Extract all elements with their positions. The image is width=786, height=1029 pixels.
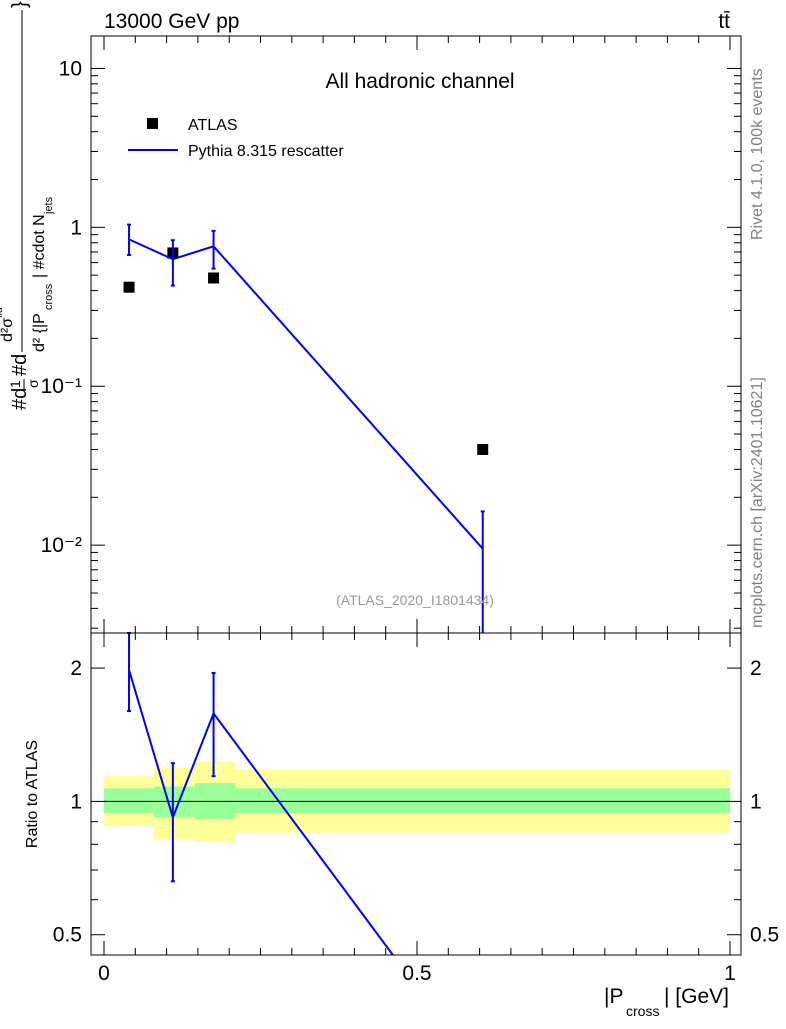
energy-label: 13000 GeV pp: [104, 10, 239, 33]
atlas-data-point: [208, 272, 220, 284]
mcplots-label: mcplots.cern.ch [arXiv:2401.10621]: [749, 377, 766, 628]
svg-text:| [GeV]: | [GeV]: [664, 985, 729, 1008]
main-y-tick-label: 10⁻²: [41, 534, 82, 557]
ratio-inner-band: [235, 788, 730, 814]
ratio-y-tick-label: 1: [70, 790, 82, 813]
atlas-data-point: [123, 281, 135, 293]
ratio-y-tick-label-right: 0.5: [750, 924, 779, 947]
ratio-pythia-line: [128, 669, 394, 956]
ratio-inner-band: [104, 788, 155, 814]
svg-text:jets: jets: [43, 196, 55, 215]
main-y-tick-label: 10: [59, 57, 82, 80]
x-tick-label: 1: [724, 962, 736, 985]
legend-marker-atlas: [147, 118, 158, 129]
svg-text:| #cdot N: | #cdot N: [31, 214, 48, 278]
svg-text:fid: fid: [0, 307, 5, 318]
pythia-line: [128, 238, 484, 550]
ratio-series-layer: [127, 632, 394, 956]
ratio-frame: [90, 632, 742, 956]
main-series-layer: [123, 223, 489, 633]
svg-text:1: 1: [7, 380, 23, 388]
ratio-axis-ticks: 2 2 1 1 0.5 0.5 0 0.5 1: [53, 633, 779, 985]
legend-label-pythia: Pythia 8.315 rescatter: [188, 143, 344, 160]
main-axis-ticks: 10 1 10⁻¹ 10⁻²: [41, 36, 741, 633]
ratio-panel: 2 2 1 1 0.5 0.5 0 0.5 1 Ratio to ATLAS: [24, 632, 779, 985]
main-y-axis-label: #d 1 σ #d d²σ fid d² {|P cross | #cdot N…: [0, 0, 55, 410]
svg-text:σ: σ: [25, 379, 41, 388]
svg-text:cross: cross: [43, 283, 55, 310]
svg-text:|P: |P: [604, 985, 623, 1008]
svg-text:} [1/GeV]: } [1/GeV]: [9, 0, 31, 8]
atlas-data-point: [477, 443, 489, 455]
legend-label-atlas: ATLAS: [188, 117, 238, 134]
x-tick-label: 0: [98, 962, 110, 985]
svg-text:d²σ: d²σ: [0, 318, 16, 342]
legend: ATLAS Pythia 8.315 rescatter: [128, 117, 344, 160]
main-panel: 10 1 10⁻¹ 10⁻² All hadronic channel (ATLAS_…: [0, 0, 742, 634]
analysis-label: (ATLAS_2020_I1801434): [336, 592, 494, 608]
main-y-tick-label: 10⁻¹: [41, 375, 82, 398]
ratio-y-tick-label: 2: [70, 657, 82, 680]
rivet-version-label: Rivet 4.1.0, 100k events: [749, 68, 766, 240]
ratio-y-axis-label: Ratio to ATLAS: [24, 740, 41, 848]
ratio-y-tick-label-right: 1: [750, 790, 762, 813]
ratio-y-tick-label: 0.5: [53, 924, 82, 947]
svg-text:cross: cross: [626, 1003, 659, 1019]
chart-title: All hadronic channel: [325, 70, 514, 93]
ratio-y-tick-label-right: 2: [750, 657, 762, 680]
process-label: tt̄: [718, 10, 730, 33]
x-tick-label: 0.5: [402, 962, 431, 985]
main-y-tick-label: 1: [70, 216, 82, 239]
x-axis-label: |P cross | [GeV]: [604, 985, 729, 1019]
svg-text:d² {|P: d² {|P: [31, 313, 48, 352]
svg-text:#d: #d: [9, 388, 31, 410]
svg-text:#d: #d: [9, 354, 31, 376]
